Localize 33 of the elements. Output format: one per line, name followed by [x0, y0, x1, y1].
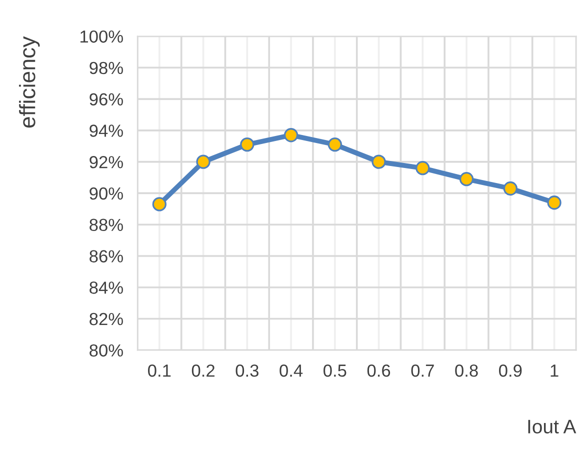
y-tick-label: 96%: [90, 93, 123, 106]
x-tick-label: 0.2: [192, 364, 214, 377]
point: [152, 197, 166, 212]
point: [196, 154, 210, 169]
x-tick-label: 1: [550, 364, 558, 377]
x-tick-label: 0.6: [367, 364, 390, 377]
y-tick-label: 82%: [90, 312, 123, 326]
point: [240, 137, 254, 152]
x-tick-label: 0.1: [148, 364, 171, 377]
point: [284, 128, 298, 142]
y-tick-label: 88%: [90, 218, 123, 232]
y-tick-label: 80%: [90, 344, 123, 357]
point: [328, 137, 342, 152]
x-tick-label: 0.9: [499, 364, 522, 377]
x-tick-label: 0.7: [411, 364, 434, 377]
x-axis-title: Iout A: [528, 420, 576, 434]
point: [503, 181, 518, 196]
point: [416, 161, 430, 176]
point: [372, 154, 386, 169]
x-tick-label: 0.8: [455, 364, 478, 377]
y-tick-label: 94%: [90, 124, 123, 137]
y-tick-label: 92%: [90, 156, 123, 168]
x-tick-label: 0.5: [324, 364, 346, 377]
y-axis-title: efficiency: [19, 36, 40, 128]
y-tick-label: 86%: [90, 250, 123, 262]
x-tick-label: 0.4: [280, 364, 303, 377]
x-tick-label: 0.3: [236, 364, 258, 377]
y-tick-label: 100%: [80, 30, 123, 43]
y-tick-label: 98%: [90, 62, 123, 74]
point: [459, 172, 474, 186]
y-tick-label: 90%: [90, 187, 123, 200]
point: [547, 196, 562, 210]
y-tick-label: 84%: [90, 282, 123, 294]
